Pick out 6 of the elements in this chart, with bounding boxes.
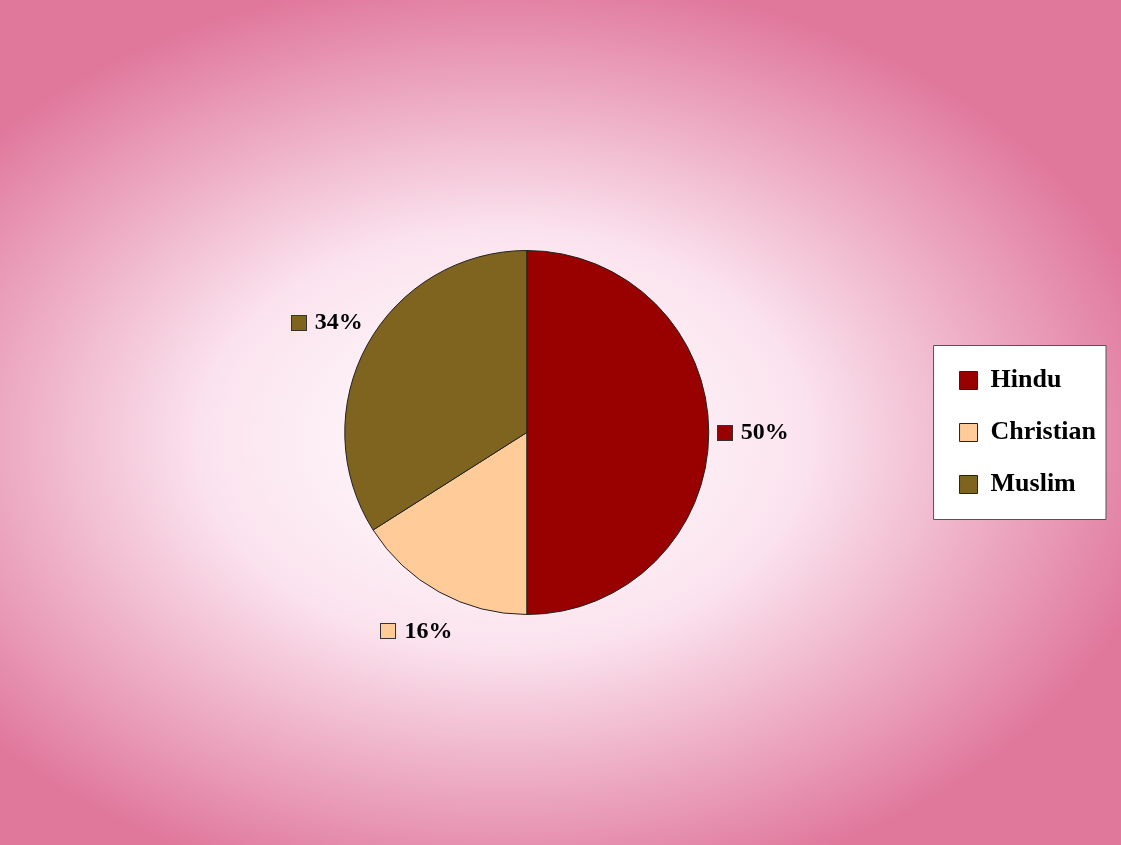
- legend-label: Muslim: [990, 468, 1077, 498]
- legend-label: Hindu: [990, 364, 1062, 394]
- data-label: 34%: [314, 308, 363, 335]
- legend-label: Christian: [990, 416, 1097, 446]
- data-label: 16%: [404, 616, 453, 643]
- data-label: 50%: [740, 417, 789, 444]
